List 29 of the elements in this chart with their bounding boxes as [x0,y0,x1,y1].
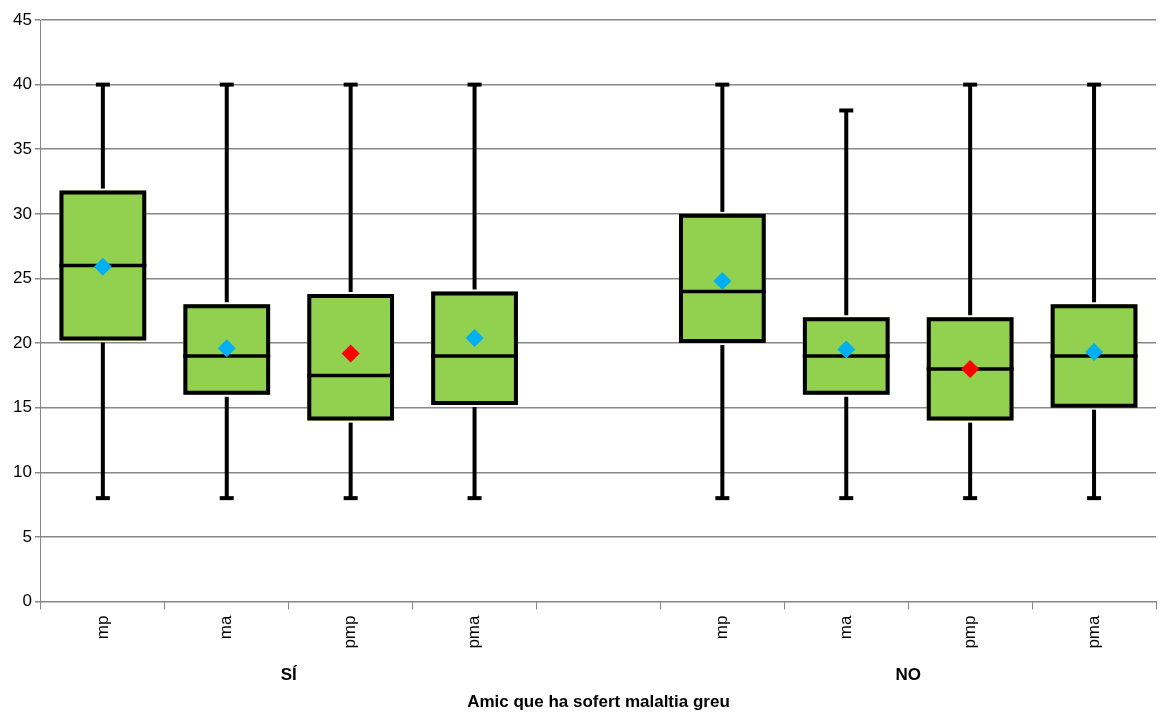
y-tick-label: 15 [12,397,32,417]
y-tick-label: 20 [12,332,32,352]
text: SÍ [280,664,299,684]
y-tick-label: 40 [12,74,32,94]
point [217,339,236,358]
x-tick-label: pmp [959,615,979,649]
y-tick-label: 30 [12,203,32,223]
x-tick-label: mp [712,615,732,640]
x-tick-label: pma [464,614,484,649]
point [341,344,360,363]
x-tick-label: mp [92,615,112,640]
x-tick-label: pmp [340,615,360,649]
text: NO [895,664,921,684]
x-tick-label: pma [1083,614,1103,649]
point [93,257,112,276]
y-tick-label: 45 [12,9,32,29]
y-tick-label: 5 [22,526,32,546]
x-tick-label: ma [835,614,855,640]
y-tick-label: 0 [22,591,32,611]
point [1085,343,1104,362]
x-tick-label: ma [216,614,236,640]
y-tick-label: 10 [12,461,32,481]
point [465,328,484,347]
y-tick-label: 35 [12,138,32,158]
point [837,340,856,359]
point [961,359,980,378]
x-axis-title: Amic que ha sofert malaltia greu [467,692,730,712]
point [713,272,732,291]
y-tick-label: 25 [12,268,32,288]
